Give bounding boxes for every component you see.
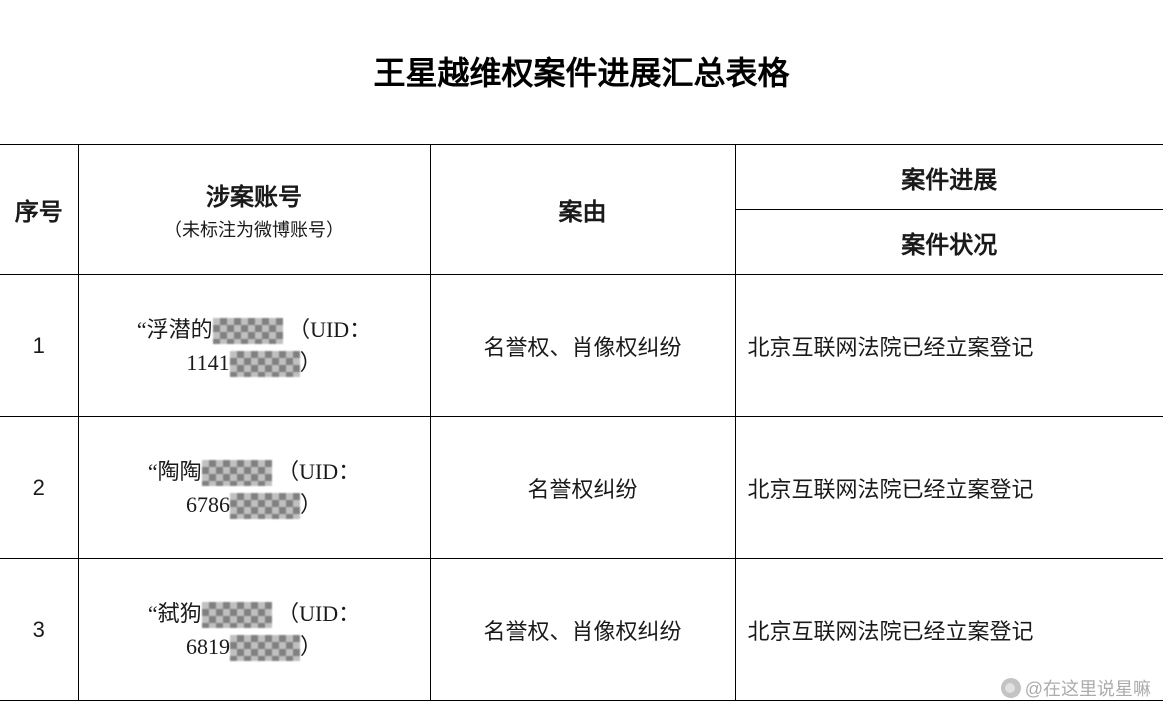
watermark: @在这里说星嘛 bbox=[1001, 675, 1151, 701]
mosaic-redact-icon bbox=[230, 493, 300, 519]
account-suffix: ） bbox=[300, 634, 322, 659]
cell-seq: 2 bbox=[0, 417, 78, 559]
table-row: 3 “弑狗 （UID： 6819） 名誉权、肖像权纠纷 北京互联网法院已经立案登… bbox=[0, 559, 1163, 701]
account-suffix: ） bbox=[300, 492, 322, 517]
cell-seq: 3 bbox=[0, 559, 78, 701]
account-suffix: ） bbox=[300, 350, 322, 375]
account-prefix: “陶陶 bbox=[148, 459, 202, 484]
page-title: 王星越维权案件进展汇总表格 bbox=[0, 0, 1163, 144]
cell-seq: 1 bbox=[0, 275, 78, 417]
cell-account: “浮潜的 （UID： 1141 ） bbox=[78, 275, 430, 417]
header-progress: 案件进展 bbox=[735, 145, 1163, 210]
watermark-text: @在这里说星嘛 bbox=[1025, 675, 1151, 701]
cell-cause: 名誉权、肖像权纠纷 bbox=[430, 559, 735, 701]
weibo-icon bbox=[1001, 678, 1021, 698]
mosaic-redact-icon bbox=[202, 602, 272, 628]
cell-account: “弑狗 （UID： 6819 ） bbox=[78, 559, 430, 701]
table-row: 1 “浮潜的 （UID： 1141 ） 名誉权、肖像权纠纷 北京互联网法院已经立案… bbox=[0, 275, 1163, 417]
case-table-container: 序号 涉案账号 （未标注为微博账号） 案由 案件进展 案件状况 1 “浮潜的 （… bbox=[0, 144, 1163, 701]
mosaic-redact-icon bbox=[230, 635, 300, 661]
account-uid-num: 1141 bbox=[186, 350, 229, 375]
cell-status: 北京互联网法院已经立案登记 bbox=[735, 417, 1163, 559]
account-prefix: “浮潜的 bbox=[137, 317, 213, 342]
account-uid-num: 6786 bbox=[186, 492, 230, 517]
header-cause: 案由 bbox=[430, 145, 735, 275]
account-prefix: “弑狗 bbox=[148, 601, 202, 626]
mosaic-redact-icon bbox=[213, 318, 283, 344]
mosaic-redact-icon bbox=[230, 351, 300, 377]
table-row: 2 “陶陶 （UID： 6786 ） 名誉权纠纷 北京互联网法院已经立案登记 bbox=[0, 417, 1163, 559]
cell-status: 北京互联网法院已经立案登记 bbox=[735, 275, 1163, 417]
cell-cause: 名誉权、肖像权纠纷 bbox=[430, 275, 735, 417]
header-account: 涉案账号 （未标注为微博账号） bbox=[78, 145, 430, 275]
account-uid-num: 6819 bbox=[186, 634, 230, 659]
header-seq: 序号 bbox=[0, 145, 78, 275]
header-status: 案件状况 bbox=[735, 210, 1163, 275]
header-account-sub: （未标注为微博账号） bbox=[91, 216, 418, 242]
case-table: 序号 涉案账号 （未标注为微博账号） 案由 案件进展 案件状况 1 “浮潜的 （… bbox=[0, 144, 1163, 701]
account-uid-prefix: （UID： bbox=[277, 459, 360, 484]
cell-account: “陶陶 （UID： 6786 ） bbox=[78, 417, 430, 559]
account-uid-prefix: （UID： bbox=[288, 317, 371, 342]
header-account-main: 涉案账号 bbox=[206, 185, 302, 211]
mosaic-redact-icon bbox=[202, 460, 272, 486]
cell-cause: 名誉权纠纷 bbox=[430, 417, 735, 559]
account-uid-prefix: （UID： bbox=[277, 601, 360, 626]
